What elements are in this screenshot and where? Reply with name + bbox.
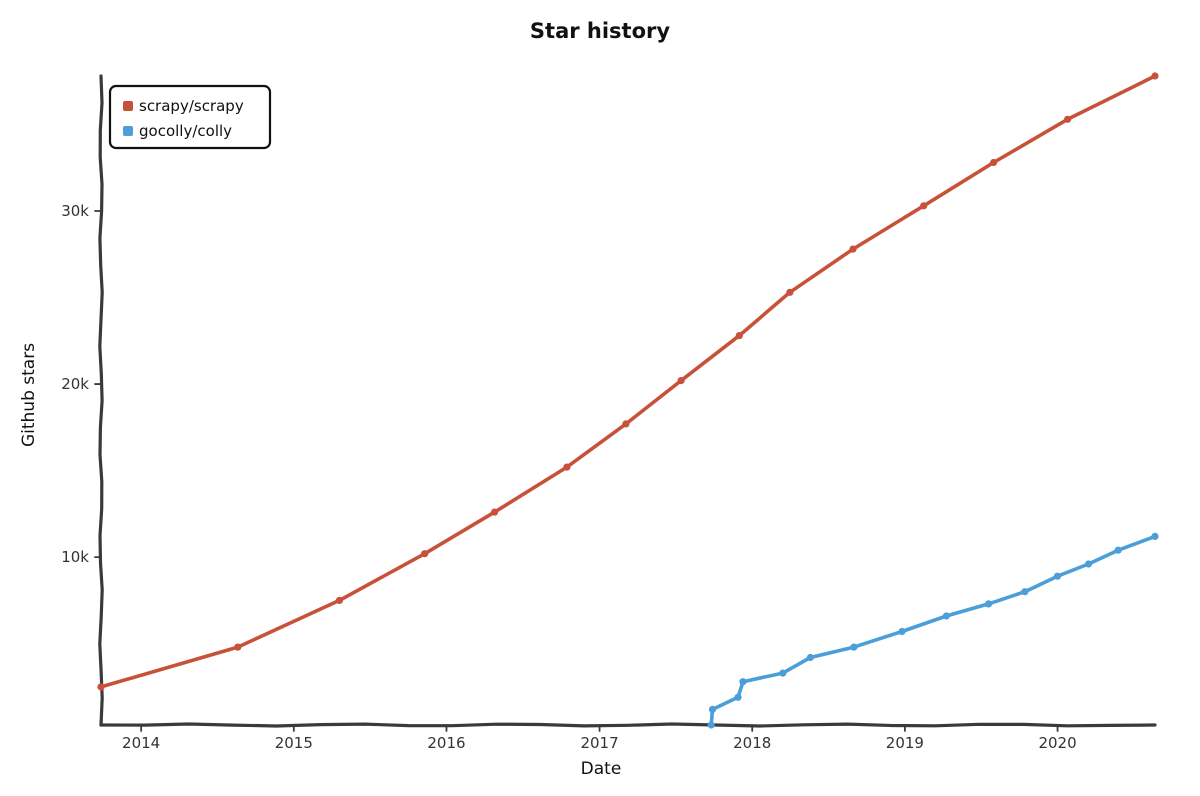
data-point [1114,546,1122,554]
data-point [335,596,343,605]
data-point [97,683,105,691]
legend-label: scrapy/scrapy [139,97,244,115]
data-point [1053,572,1062,580]
data-point [735,332,743,340]
data-point [234,643,242,651]
data-point [491,508,499,516]
data-point [677,377,685,385]
x-tick-label: 2018 [733,734,771,752]
data-point [984,600,993,608]
legend-swatch [123,101,133,111]
series-gocolly-colly [707,532,1159,729]
x-tick-label: 2019 [886,734,924,752]
x-tick-label: 2015 [275,734,313,752]
data-point [849,245,857,253]
y-tick-label: 30k [61,202,89,220]
data-point [990,158,998,167]
legend-label: gocolly/colly [139,122,232,140]
x-axis-line [99,722,1157,728]
data-point [739,678,747,686]
data-point [708,705,717,714]
y-axis-label: Github stars [19,343,39,447]
data-point [707,721,715,729]
chart-title: Star history [530,19,670,43]
axes: 10k 20k 30k 2014 2015 2016 2017 2018 2019 2020 [61,74,1157,752]
data-point [850,643,858,651]
data-point [806,653,815,662]
data-point [1084,560,1093,568]
x-tick-label: 2014 [122,734,160,752]
series-scrapy-scrapy [97,72,1159,691]
data-point [622,420,630,428]
data-point [1151,532,1159,541]
data-point [421,550,429,558]
series-line [99,74,1157,689]
data-point [563,463,571,471]
series-layer [97,72,1159,729]
x-tick-label: 2020 [1038,734,1076,752]
x-tick-label: 2017 [580,734,618,752]
y-tick-label: 10k [61,548,89,566]
y-axis-line [98,74,104,727]
data-point [1064,115,1072,123]
data-point [942,612,950,620]
data-point [786,288,794,296]
data-point [734,693,742,701]
data-point [1151,72,1159,80]
x-tick-label: 2016 [427,734,465,752]
legend: scrapy/scrapy gocolly/colly [108,84,272,150]
legend-box [108,84,272,150]
x-axis-label: Date [581,759,622,779]
data-point [1021,588,1029,596]
data-point [920,202,928,210]
data-point [779,669,787,677]
legend-swatch [123,126,133,136]
data-point [898,627,906,636]
y-tick-label: 20k [61,375,89,393]
